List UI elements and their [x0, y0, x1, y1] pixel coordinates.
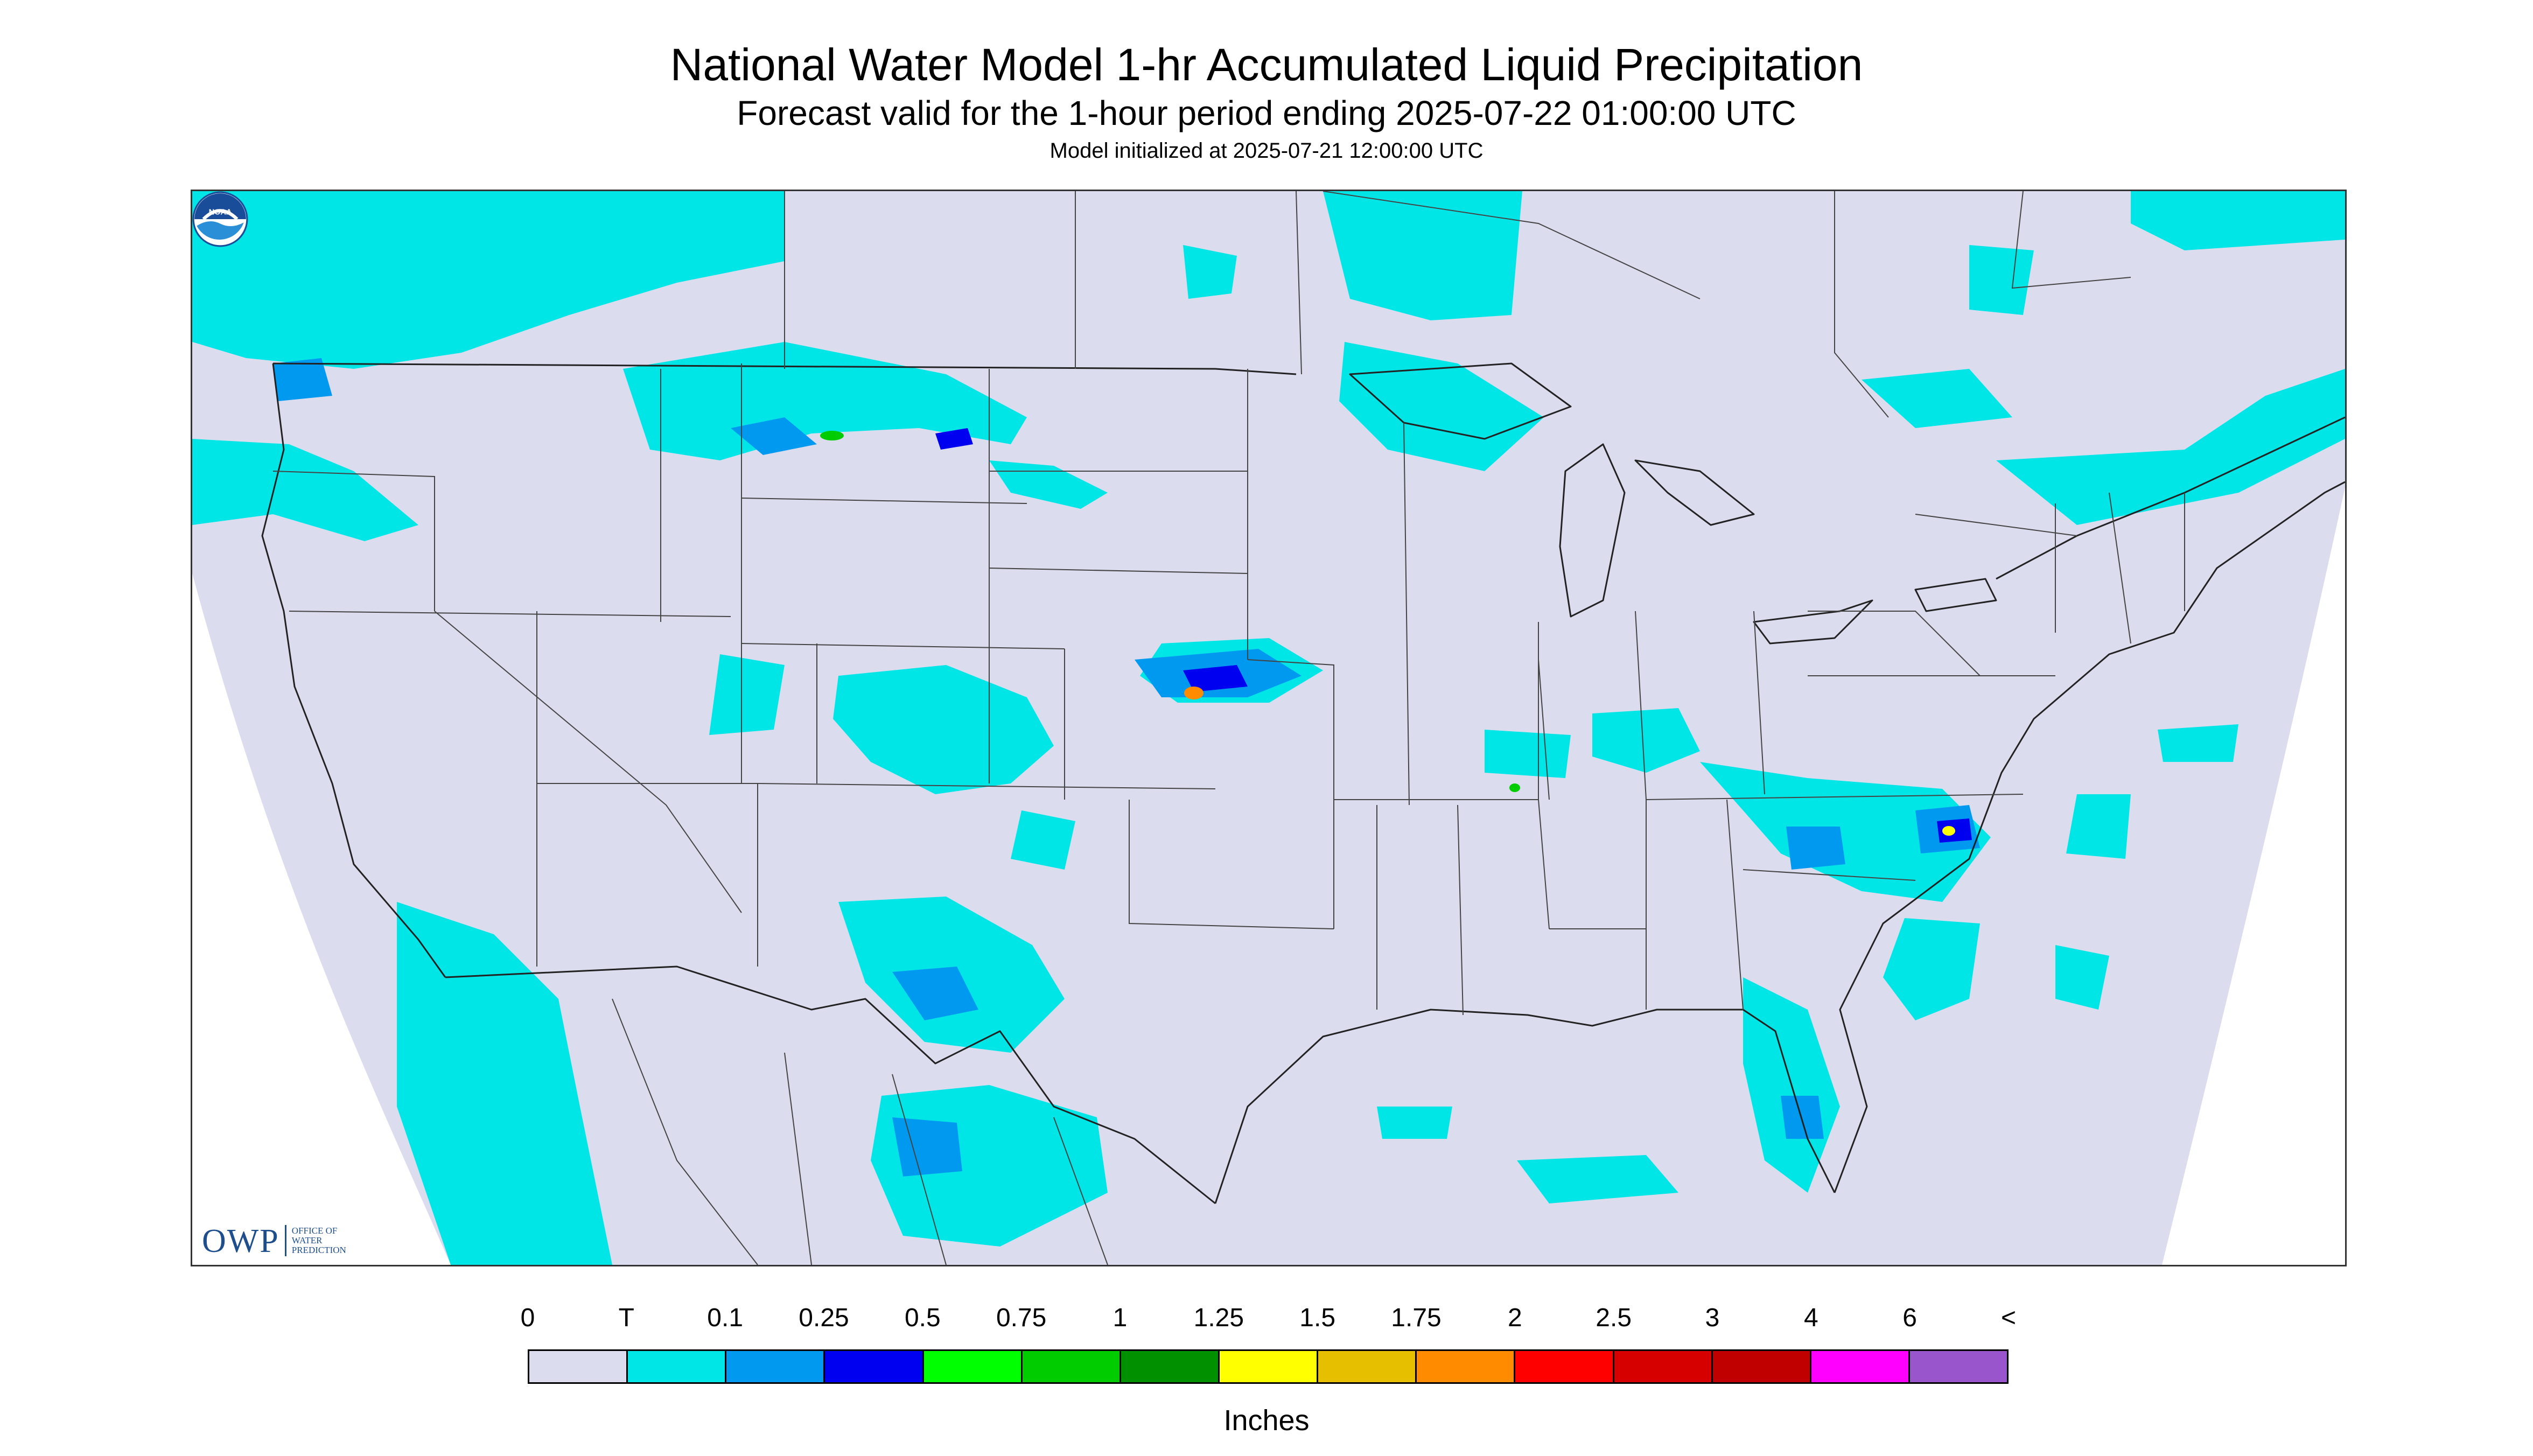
legend-tick-label: 4 [1803, 1304, 1818, 1332]
legend-tick-label: 2 [1507, 1304, 1522, 1332]
legend-tick-label: 0.25 [799, 1304, 849, 1332]
legend-color-swatch [1614, 1351, 1713, 1382]
legend-color-swatch [1219, 1351, 1319, 1382]
legend-color-swatch [1712, 1351, 1811, 1382]
model-init-subtitle: Model initialized at 2025-07-21 12:00:00… [1049, 139, 1484, 163]
legend-tick-labels: 0 T 0.1 0.25 0.5 0.75 1 1.25 1.5 1.75 2 2.5 3 4 6 < [0, 1303, 2533, 1335]
legend-color-swatch [726, 1351, 825, 1382]
legend-tick-label: 6 [1902, 1304, 1918, 1332]
legend-tick-label: < [2000, 1304, 2017, 1332]
legend-tick-label: 1 [1112, 1304, 1128, 1332]
owp-logo: OWP OFFICE OF WATER PREDICTION [202, 1224, 346, 1258]
legend-color-swatch [1318, 1351, 1417, 1382]
legend-tick-label: 2.5 [1596, 1304, 1632, 1332]
owp-logo-text: OFFICE OF WATER PREDICTION [292, 1226, 346, 1255]
noaa-logo-text: NOAA [209, 208, 232, 217]
legend-color-swatch [628, 1351, 727, 1382]
legend-tick-label: 0 [520, 1304, 535, 1332]
forecast-valid-subtitle: Forecast valid for the 1-hour period end… [737, 94, 1796, 132]
precip-extreme-cores [820, 431, 1955, 836]
legend-tick-label: 1.25 [1193, 1304, 1244, 1332]
model-domain [192, 191, 2345, 1265]
state-boundaries [272, 363, 2185, 1016]
precip-trace-areas [192, 191, 2345, 1265]
owp-logo-line: PREDICTION [291, 1245, 346, 1255]
legend-tick-label: 1.75 [1391, 1304, 1442, 1332]
legend-color-swatch [1121, 1351, 1220, 1382]
legend-color-bar [528, 1349, 2009, 1384]
map-boundaries [261, 362, 2345, 1205]
legend-color-swatch [1417, 1351, 1516, 1382]
owp-logo-line: OFFICE OF [291, 1226, 338, 1236]
precipitation-map: OWP OFFICE OF WATER PREDICTION NOAA [191, 190, 2347, 1266]
legend-color-swatch [825, 1351, 924, 1382]
legend-color-swatch [1515, 1351, 1614, 1382]
owp-logo-divider [284, 1225, 286, 1256]
legend-tick-label: 1.5 [1299, 1304, 1336, 1332]
legend-tick-label: 0.5 [904, 1304, 941, 1332]
legend-tick-label: 0.75 [996, 1304, 1047, 1332]
map-title: National Water Model 1-hr Accumulated Li… [670, 39, 1863, 90]
province-boundaries [612, 191, 2131, 1265]
legend-units: Inches [1223, 1404, 1310, 1437]
noaa-logo: NOAA [192, 191, 248, 247]
legend-tick-label: 3 [1705, 1304, 1720, 1332]
owp-logo-line: WATER [291, 1235, 323, 1245]
legend-color-swatch [923, 1351, 1023, 1382]
owp-logo-mark: OWP [202, 1223, 279, 1259]
legend-color-swatch [1022, 1351, 1121, 1382]
legend-color-swatch [1909, 1351, 2007, 1382]
legend-tick-label: T [618, 1304, 634, 1332]
legend-tick-label: 0.1 [707, 1304, 744, 1332]
legend-color-swatch [1811, 1351, 1910, 1382]
legend-color-swatch [529, 1351, 628, 1382]
